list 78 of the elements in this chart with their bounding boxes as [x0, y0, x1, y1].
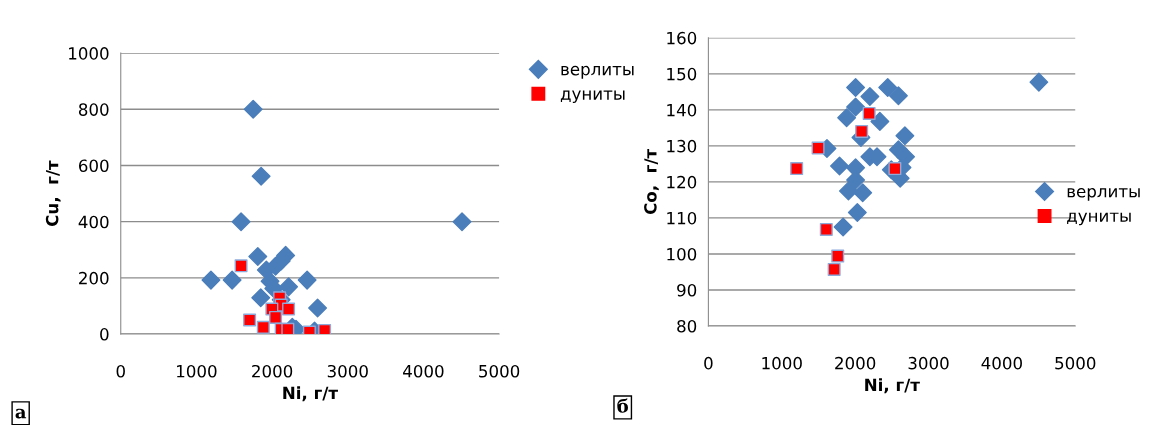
point: [308, 298, 328, 318]
x-tick-label: 3000: [327, 364, 368, 378]
x-tick-label: 2000: [252, 364, 293, 378]
point: [243, 313, 257, 327]
point: [846, 97, 866, 117]
y-tick-label: 110: [667, 211, 697, 225]
y-tick-label: 400: [78, 215, 109, 229]
point: [302, 325, 316, 335]
point: [811, 141, 825, 155]
point: [870, 111, 890, 131]
x-tick-label: 5000: [479, 364, 520, 378]
point: [827, 262, 841, 276]
y-tick-label: 600: [78, 159, 109, 173]
point: [282, 302, 296, 316]
y-axis-title: Cu, г/т: [45, 160, 61, 226]
y-tick-label: 150: [667, 67, 697, 81]
point: [452, 212, 472, 232]
y-tick-label: 1000: [69, 47, 109, 60]
legend-label: верлиты: [561, 65, 634, 79]
y-tick-label: 90: [677, 283, 697, 297]
point: [243, 99, 263, 119]
point: [862, 106, 876, 120]
point: [830, 156, 849, 176]
legend-label: верлиты: [1067, 187, 1140, 201]
x-tick-label: 0: [116, 364, 125, 378]
point: [256, 320, 270, 334]
point: [248, 247, 268, 266]
point: [838, 181, 858, 201]
point: [831, 249, 845, 263]
point: [234, 259, 248, 273]
y-tick-label: 160: [667, 31, 697, 45]
x-tick-label: 4000: [403, 364, 444, 378]
point: [846, 78, 866, 98]
point: [888, 162, 902, 176]
y-tick-label: 0: [100, 328, 109, 341]
x-tick-label: 2000: [835, 356, 876, 370]
point: [819, 222, 833, 236]
point: [318, 323, 332, 335]
y-tick-label: 80: [677, 319, 697, 333]
point: [855, 124, 869, 138]
point: [860, 87, 880, 107]
y-tick-label: 200: [79, 271, 109, 285]
point: [1029, 72, 1049, 92]
point: [251, 166, 271, 186]
text: а: [15, 408, 27, 419]
x-tick-label: 1000: [762, 356, 802, 370]
y-tick-label: 140: [667, 103, 697, 117]
legend-label: дуниты: [1067, 212, 1131, 226]
y-axis-title: Co, г/т: [644, 148, 659, 215]
point: [833, 217, 853, 237]
x-axis-title: Ni, г/т: [283, 386, 338, 402]
point: [895, 126, 915, 146]
x-tick-label: 1000: [177, 364, 217, 378]
point: [251, 288, 271, 308]
x-tick-label: 3000: [908, 356, 949, 370]
point: [269, 310, 283, 324]
x-tick-label: 0: [704, 356, 713, 370]
point: [279, 277, 299, 297]
point: [878, 78, 898, 98]
y-tick-label: 100: [667, 247, 697, 261]
y-tick-label: 130: [667, 139, 697, 153]
point: [790, 162, 804, 176]
x-tick-label: 5000: [1055, 356, 1096, 370]
point: [222, 270, 242, 290]
x-axis-title: Ni, г/т: [865, 378, 920, 394]
text: б: [617, 398, 629, 413]
point: [847, 203, 867, 222]
point: [201, 270, 221, 290]
point: [888, 86, 908, 106]
point: [281, 322, 295, 335]
x-tick-label: 4000: [981, 356, 1022, 370]
point: [231, 212, 251, 232]
y-tick-label: 120: [667, 175, 697, 189]
point: [297, 270, 317, 290]
point: [837, 108, 857, 128]
y-tick-label: 800: [78, 103, 109, 116]
point: [853, 183, 873, 203]
legend-label: дуниты: [560, 90, 625, 104]
